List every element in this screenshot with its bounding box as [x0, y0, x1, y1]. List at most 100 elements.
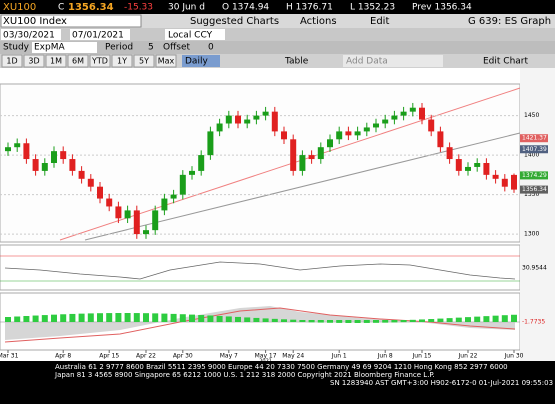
- macd-bar: [373, 320, 379, 323]
- end-box[interactable]: [70, 29, 130, 40]
- x-tick-label: Apr 8: [55, 353, 71, 360]
- macd-bar: [23, 316, 30, 322]
- macd-bar: [14, 316, 21, 322]
- x-tick-label: Jun 30: [504, 353, 524, 360]
- macd-bar: [152, 313, 159, 322]
- range-button[interactable]: [111, 54, 133, 68]
- range-button[interactable]: [45, 54, 67, 68]
- candle-body: [179, 174, 186, 195]
- candle-body: [115, 206, 122, 219]
- range-button[interactable]: [1, 54, 23, 68]
- macd-bar: [419, 319, 425, 322]
- change: -15.33: [124, 3, 153, 13]
- range-button[interactable]: [133, 54, 155, 68]
- macd-bar: [69, 313, 76, 322]
- candle-body: [299, 155, 306, 171]
- ccy[interactable]: Local CCY: [168, 31, 213, 41]
- range-label[interactable]: 1D: [6, 57, 17, 66]
- candle-body: [143, 230, 149, 235]
- candle-body: [363, 127, 370, 132]
- footer-line: SN 1283940 AST GMT+3:00 H902-6172-0 01-J…: [330, 379, 553, 387]
- candle-body: [14, 143, 21, 148]
- range-label[interactable]: Max: [158, 57, 175, 66]
- edit-chart[interactable]: Edit Chart: [483, 57, 528, 67]
- price-badge: [520, 134, 548, 143]
- macd-bar: [124, 313, 131, 322]
- range-button[interactable]: [67, 54, 89, 68]
- candle-body: [161, 198, 168, 211]
- macd-bar: [428, 319, 435, 322]
- osc-panel: [0, 244, 521, 291]
- macd-bar: [483, 316, 490, 322]
- candle-body: [87, 178, 94, 187]
- range-button[interactable]: [23, 54, 45, 68]
- range-label[interactable]: YTD: [91, 57, 108, 66]
- macd-bar: [32, 315, 39, 322]
- add-data-box[interactable]: [343, 55, 443, 67]
- candle-body: [198, 155, 205, 171]
- macd-bar: [161, 313, 168, 322]
- range-label[interactable]: 3D: [28, 57, 39, 66]
- freq-box[interactable]: [182, 55, 220, 67]
- macd-bar: [253, 317, 260, 322]
- macd-bar: [216, 315, 223, 322]
- candle-body: [474, 163, 481, 167]
- range-label[interactable]: 1Y: [117, 57, 127, 66]
- x-tick-label: Apr 22: [136, 353, 156, 360]
- security[interactable]: XU100 Index: [3, 16, 67, 27]
- freq[interactable]: Daily: [185, 57, 208, 67]
- edit[interactable]: Edit: [370, 16, 389, 27]
- macd-bar: [189, 314, 195, 322]
- macd-bar: [409, 319, 416, 322]
- macd-bar: [308, 320, 315, 323]
- date-bar: [0, 28, 555, 41]
- close: 1356.34: [68, 2, 114, 13]
- price-badge-label: 1407.39: [522, 146, 547, 153]
- start[interactable]: 03/30/2021: [3, 31, 55, 41]
- x-tick-label: Apr 30: [173, 353, 193, 360]
- x-tick-label: Jun 22: [458, 353, 478, 360]
- end[interactable]: 07/01/2021: [72, 31, 124, 41]
- candle-body: [97, 186, 103, 199]
- table[interactable]: Table: [284, 57, 309, 67]
- study[interactable]: ExpMA: [34, 43, 65, 53]
- quote-bar: [0, 0, 555, 14]
- price-badge: [520, 145, 548, 154]
- candle-body: [409, 107, 416, 112]
- price-badge-label: 1374.29: [522, 172, 547, 179]
- study-bar: [0, 41, 555, 54]
- osc-label: 30.9544: [522, 265, 547, 272]
- offset[interactable]: 0: [208, 43, 214, 53]
- add-data[interactable]: Add Data: [346, 57, 388, 67]
- macd-bar: [501, 315, 508, 322]
- range-label[interactable]: 1M: [50, 57, 62, 66]
- macd-bar: [271, 318, 278, 322]
- range-label[interactable]: 6M: [72, 57, 84, 66]
- macd-bar: [290, 319, 297, 322]
- range-label[interactable]: 5Y: [139, 57, 149, 66]
- period[interactable]: 5: [148, 43, 154, 53]
- macd-bar: [455, 317, 462, 322]
- x-tick-label: Jun 15: [412, 353, 432, 360]
- macd-bar: [345, 320, 352, 323]
- x-tick-label: Apr 15: [99, 353, 119, 360]
- candle-body: [189, 170, 195, 175]
- range-button[interactable]: [155, 54, 177, 68]
- ccy-box[interactable]: [165, 29, 225, 40]
- study-box[interactable]: [32, 42, 97, 53]
- candle-body: [253, 115, 260, 120]
- range-button[interactable]: [89, 54, 111, 68]
- ticker: XU100: [3, 2, 36, 13]
- y-tick-label: 1350: [524, 191, 539, 198]
- macd-bar: [198, 315, 205, 322]
- candle-body: [69, 159, 76, 171]
- start-box[interactable]: [1, 29, 61, 40]
- security-box[interactable]: [0, 14, 142, 28]
- macd-bar: [244, 317, 251, 322]
- x-tick-label: Jun 8: [377, 353, 393, 360]
- suggested[interactable]: Suggested Charts: [190, 16, 279, 27]
- actions[interactable]: Actions: [300, 16, 337, 27]
- candle-body: [281, 131, 287, 140]
